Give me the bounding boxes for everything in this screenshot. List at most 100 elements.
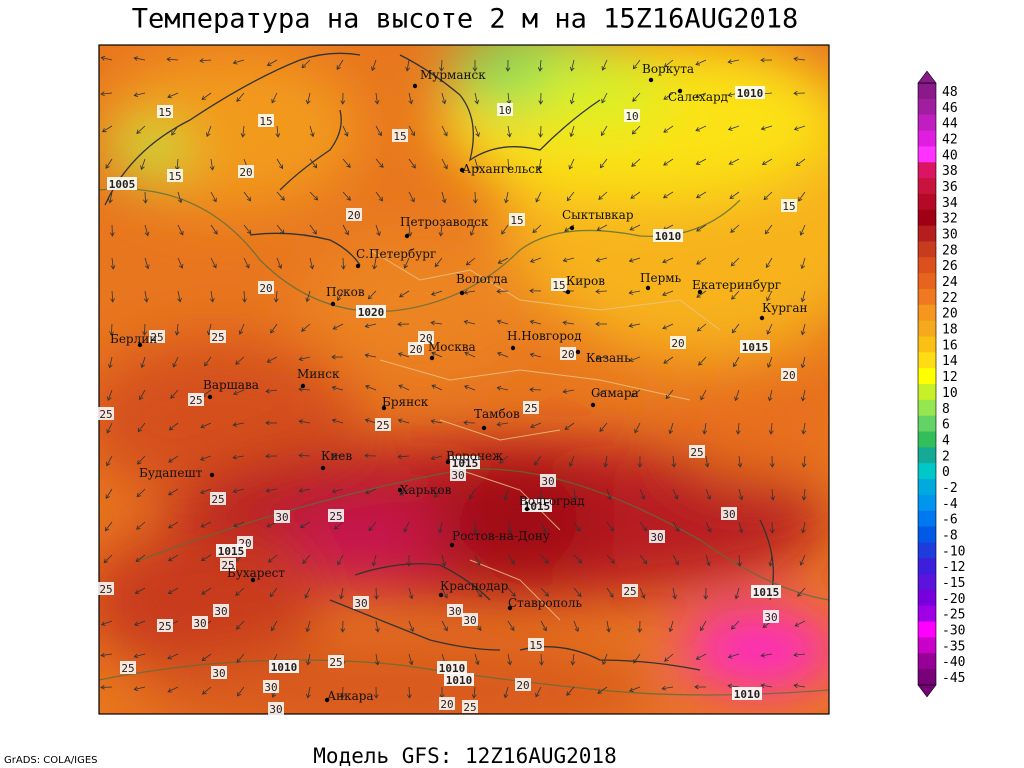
isotherm-label-box — [98, 407, 114, 420]
city-dot — [137, 342, 143, 348]
wind-arrow — [172, 356, 179, 368]
wind-arrow — [340, 92, 346, 105]
wind-arrow — [729, 191, 740, 199]
isotherm-label: 25 — [158, 620, 171, 633]
wind-arrow — [337, 554, 344, 566]
wind-arrow — [167, 653, 179, 660]
wind-arrow — [767, 389, 773, 402]
wind-arrow — [167, 92, 179, 99]
wind-arrow — [497, 257, 509, 264]
wind-arrow — [242, 290, 247, 303]
colorbar-label: -45 — [942, 671, 965, 686]
wind-arrow — [374, 92, 380, 105]
isotherm-label-box — [263, 680, 279, 693]
city-label: Тамбов — [474, 407, 520, 421]
wind-arrow — [240, 125, 246, 138]
colorbar-swatch — [918, 399, 936, 417]
wind-arrow — [496, 288, 509, 294]
wind-arrow — [628, 290, 641, 295]
wind-arrow — [405, 59, 411, 72]
wind-arrow — [639, 488, 646, 500]
city-dot — [565, 289, 571, 295]
wind-arrow — [606, 521, 615, 532]
wind-arrow — [465, 257, 476, 266]
isotherm-label: 15 — [782, 200, 795, 213]
wind-arrow — [496, 421, 509, 427]
isotherm-label-box — [509, 213, 525, 226]
wind-arrow — [463, 420, 476, 426]
isotherm-label-box — [328, 655, 344, 668]
wind-arrow — [368, 521, 377, 532]
isotherm-label: 20 — [671, 337, 684, 350]
wind-arrows — [100, 55, 807, 699]
wind-arrow — [298, 419, 311, 425]
wind-arrow — [801, 521, 806, 534]
wind-arrow — [606, 554, 615, 564]
wind-arrow — [236, 653, 245, 664]
isotherm-label: 25 — [221, 559, 234, 572]
wind-arrow — [661, 685, 674, 691]
wind-arrow — [305, 290, 311, 303]
wind-arrow — [276, 158, 284, 170]
wind-arrow — [573, 620, 580, 632]
isotherm-label: 20 — [782, 369, 795, 382]
wind-arrow — [464, 351, 476, 358]
wind-arrow — [167, 587, 179, 594]
wind-arrow — [798, 191, 806, 202]
wind-arrow — [210, 191, 217, 203]
wind-arrow — [365, 384, 377, 391]
wind-arrow — [201, 587, 212, 595]
colorbar-swatch — [918, 288, 936, 306]
isotherm-label-box — [540, 474, 556, 487]
wind-arrow — [727, 683, 740, 689]
wind-arrow — [441, 554, 447, 567]
wind-arrow — [268, 554, 278, 563]
wind-arrow — [309, 224, 317, 235]
wind-arrow — [101, 125, 113, 133]
wind-arrow — [177, 290, 182, 303]
wind-arrow — [243, 224, 252, 235]
isotherm-label: 30 — [722, 508, 735, 521]
colorbar-label: 18 — [942, 323, 958, 338]
wind-arrow — [606, 488, 612, 501]
wind-arrow — [403, 257, 410, 269]
wind-arrow — [639, 587, 646, 599]
wind-arrow — [269, 587, 278, 598]
wind-arrow — [305, 92, 311, 105]
isobar-label: 1010 — [655, 230, 682, 243]
colorbar-swatch — [918, 463, 936, 480]
colorbar-label: -15 — [942, 576, 965, 591]
isotherm-label: 25 — [189, 394, 202, 407]
wind-arrow — [499, 455, 509, 464]
wind-arrow — [596, 389, 608, 396]
wind-arrow — [665, 389, 674, 400]
wind-arrow — [309, 158, 318, 169]
isobar-label-box — [751, 585, 781, 598]
city-label: Ростов-на-Дону — [452, 529, 550, 543]
wind-arrow — [331, 418, 344, 424]
colorbar-swatch — [918, 257, 936, 274]
city-dot — [330, 301, 336, 307]
wind-arrow — [371, 59, 377, 72]
wind-arrow — [662, 191, 674, 199]
city-label: Харьков — [400, 483, 452, 497]
isotherm-label-box — [551, 278, 567, 291]
wind-arrow — [540, 554, 549, 564]
city-label: Пермь — [640, 271, 682, 285]
city-label: Ставрополь — [508, 596, 582, 610]
wind-arrow — [727, 653, 740, 659]
wind-arrow — [633, 653, 641, 664]
wind-arrow — [441, 191, 447, 204]
wind-arrow — [760, 683, 773, 689]
city-label: Воронеж — [446, 449, 503, 463]
city-dot — [459, 290, 465, 296]
isotherm-label-box — [188, 393, 204, 406]
wind-arrow — [236, 92, 245, 102]
city-label: Самара — [591, 386, 639, 400]
colorbar-label: 20 — [942, 307, 958, 322]
colorbar-label: -35 — [942, 639, 965, 654]
colorbar-swatch — [918, 479, 936, 496]
isotherm-label: 25 — [150, 331, 163, 344]
wind-arrow — [433, 488, 443, 498]
